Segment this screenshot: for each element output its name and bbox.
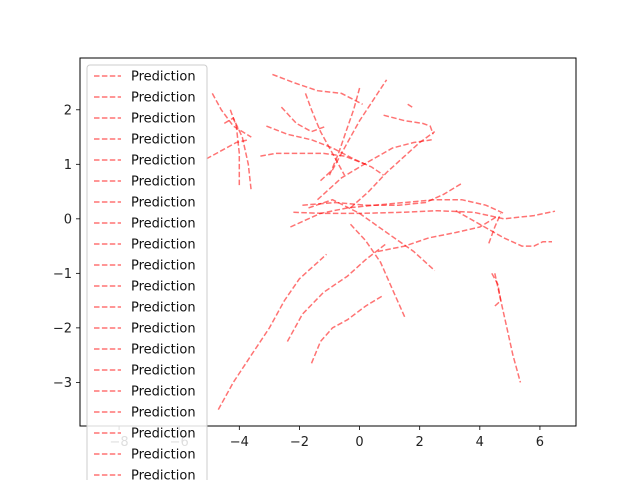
legend-label: Prediction (131, 322, 196, 337)
y-tick-label: 1 (64, 158, 72, 173)
legend-entry: Prediction (94, 364, 196, 379)
x-tick-label: 2 (416, 435, 424, 450)
x-tick-label: 6 (536, 435, 544, 450)
prediction-line-16 (319, 79, 388, 182)
prediction-line-3 (310, 294, 384, 364)
legend-entry: Prediction (94, 343, 196, 358)
prediction-line-11 (293, 209, 556, 220)
prediction-line-23 (383, 114, 434, 135)
y-tick-label: −2 (53, 321, 72, 336)
prediction-line-22 (280, 106, 327, 133)
prediction-line-5 (377, 215, 499, 253)
prediction-line-4 (349, 223, 406, 318)
legend-label: Prediction (131, 448, 196, 463)
legend-entry: Prediction (94, 175, 196, 190)
x-tick-label: 0 (355, 435, 363, 450)
legend-label: Prediction (131, 196, 196, 211)
prediction-line-7 (491, 272, 502, 307)
legend-entry: Prediction (94, 322, 196, 337)
axes-frame (79, 57, 577, 427)
x-tick-label: −4 (230, 435, 249, 450)
prediction-line-24 (407, 103, 413, 108)
prediction-line-9 (455, 210, 552, 247)
prediction-line-27 (229, 109, 241, 187)
prediction-line-1 (217, 253, 328, 410)
legend-label: Prediction (131, 469, 196, 480)
prediction-line-15 (349, 130, 436, 209)
series-layer (205, 73, 556, 410)
legend-entry: Prediction (94, 280, 196, 295)
legend-entry: Prediction (94, 385, 196, 400)
y-tick-label: 2 (64, 103, 72, 118)
legend-label: Prediction (131, 175, 196, 190)
legend-label: Prediction (131, 70, 196, 85)
legend-label: Prediction (131, 364, 196, 379)
legend-entry: Prediction (94, 469, 196, 480)
legend-label: Prediction (131, 238, 196, 253)
legend-entry: Prediction (94, 238, 196, 253)
legend-label: Prediction (131, 427, 196, 442)
legend-entry: Prediction (94, 448, 196, 463)
legend-entry: Prediction (94, 133, 196, 148)
prediction-line-13 (308, 198, 436, 272)
legend-label: Prediction (131, 133, 196, 148)
legend-label: Prediction (131, 343, 196, 358)
legend-label: Prediction (131, 280, 196, 295)
prediction-line-26 (223, 116, 253, 192)
legend-label: Prediction (131, 154, 196, 169)
prediction-line-20 (266, 125, 385, 176)
prediction-line-25 (211, 93, 252, 138)
legend-frame (86, 64, 208, 480)
legend-entry: Prediction (94, 301, 196, 316)
legend: Prediction Prediction Prediction Prediction… (86, 64, 208, 480)
legend-label: Prediction (131, 301, 196, 316)
legend-label: Prediction (131, 91, 196, 106)
y-tick-label: −3 (53, 376, 72, 391)
legend-entry: Prediction (94, 217, 196, 232)
y-tick-label: −1 (53, 267, 72, 282)
prediction-line-21 (272, 73, 363, 105)
legend-entry: Prediction (94, 70, 196, 85)
legend-entry: Prediction (94, 91, 196, 106)
prediction-line-28 (205, 139, 249, 160)
legend-label: Prediction (131, 112, 196, 127)
prediction-line-2 (286, 242, 388, 342)
prediction-line-12 (302, 182, 463, 206)
prediction-line-19 (260, 152, 366, 165)
prediction-line-18 (304, 93, 346, 176)
x-tick-label: 4 (476, 435, 484, 450)
legend-label: Prediction (131, 259, 196, 274)
y-tick-label: 0 (64, 212, 72, 227)
prediction-line-14 (316, 139, 432, 201)
prediction-line-10 (290, 198, 505, 228)
legend-entry: Prediction (94, 259, 196, 274)
legend-entry: Prediction (94, 112, 196, 127)
legend-entry: Prediction (94, 154, 196, 169)
legend-entry: Prediction (94, 196, 196, 211)
legend-label: Prediction (131, 406, 196, 421)
legend-entry: Prediction (94, 427, 196, 442)
x-tick-label: −2 (290, 435, 309, 450)
legend-label: Prediction (131, 385, 196, 400)
legend-entry: Prediction (94, 406, 196, 421)
legend-label: Prediction (131, 217, 196, 232)
